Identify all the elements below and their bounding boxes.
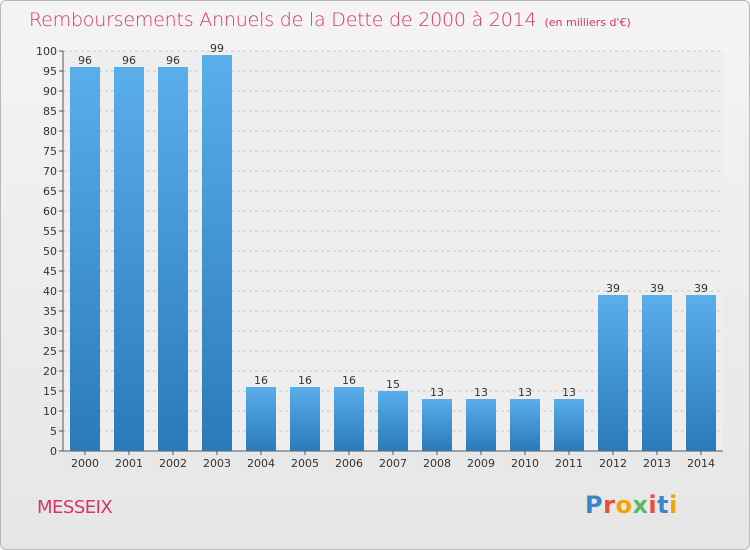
x-tick-label: 2010 [511,457,539,470]
bar-2006 [334,387,364,451]
bar-2001 [114,67,144,451]
chart-title-text: Remboursements Annuels de la Dette de 20… [29,9,537,31]
bar-value-label: 96 [166,54,180,67]
bar-2003 [202,55,232,451]
x-tick-label: 2001 [115,457,143,470]
chart-title: Remboursements Annuels de la Dette de 20… [29,9,631,31]
bar-value-label: 39 [694,282,708,295]
bar-2007 [378,391,408,451]
y-tick-label: 30 [43,325,57,338]
bar-2000 [70,67,100,451]
x-tick-label: 2002 [159,457,187,470]
bar-value-label: 13 [562,386,576,399]
bar-2002 [158,67,188,451]
y-tick-label: 45 [43,265,57,278]
y-tick-label: 95 [43,65,57,78]
bar-2013 [642,295,672,451]
y-tick-label: 60 [43,205,57,218]
y-tick-label: 35 [43,305,57,318]
bar-2011 [554,399,584,451]
x-tick-label: 2004 [247,457,275,470]
location-name: MESSEIX [37,497,113,518]
bar-value-label: 96 [122,54,136,67]
logo-letter: r [603,491,616,519]
x-tick-label: 2005 [291,457,319,470]
x-tick-label: 2009 [467,457,495,470]
y-tick-label: 40 [43,285,57,298]
y-tick-label: 15 [43,385,57,398]
y-tick-label: 20 [43,365,57,378]
x-tick-label: 2014 [687,457,715,470]
logo-letter: P [585,491,604,519]
y-tick-label: 80 [43,125,57,138]
unit-note: (en milliers d'€) [544,16,631,29]
y-tick-label: 55 [43,225,57,238]
bar-2004 [246,387,276,451]
x-tick-label: 2011 [555,457,583,470]
y-tick-label: 85 [43,105,57,118]
bar-value-label: 13 [430,386,444,399]
bar-2009 [466,399,496,451]
logo-letter: o [615,491,633,519]
logo-letter: x [632,491,649,519]
bar-2014 [686,295,716,451]
x-tick-label: 2013 [643,457,671,470]
bar-value-label: 13 [474,386,488,399]
x-tick-label: 2000 [71,457,99,470]
y-tick-label: 50 [43,245,57,258]
y-tick-label: 75 [43,145,57,158]
logo-letter: i [669,491,678,519]
bar-value-label: 13 [518,386,532,399]
y-tick-label: 10 [43,405,57,418]
y-tick-label: 90 [43,85,57,98]
x-tick-label: 2012 [599,457,627,470]
bar-2005 [290,387,320,451]
y-tick-label: 100 [36,45,57,58]
y-tick-label: 25 [43,345,57,358]
x-tick-label: 2008 [423,457,451,470]
logo-letter: i [648,491,658,519]
y-tick-label: 0 [50,445,57,458]
logo-letter: t [657,491,670,519]
bar-value-label: 39 [606,282,620,295]
bar-value-label: 16 [254,374,268,387]
y-tick-label: 70 [43,165,57,178]
bar-value-label: 99 [210,42,224,55]
x-tick-label: 2007 [379,457,407,470]
bar-2012 [598,295,628,451]
y-tick-label: 5 [50,425,57,438]
x-tick-label: 2003 [203,457,231,470]
y-tick-label: 65 [43,185,57,198]
bar-value-label: 15 [386,378,400,391]
proxiti-logo: Proxiti [585,491,678,519]
bar-value-label: 16 [298,374,312,387]
bar-value-label: 39 [650,282,664,295]
x-tick-label: 2006 [335,457,363,470]
bar-2010 [510,399,540,451]
bar-value-label: 16 [342,374,356,387]
bar-value-label: 96 [78,54,92,67]
bar-2008 [422,399,452,451]
